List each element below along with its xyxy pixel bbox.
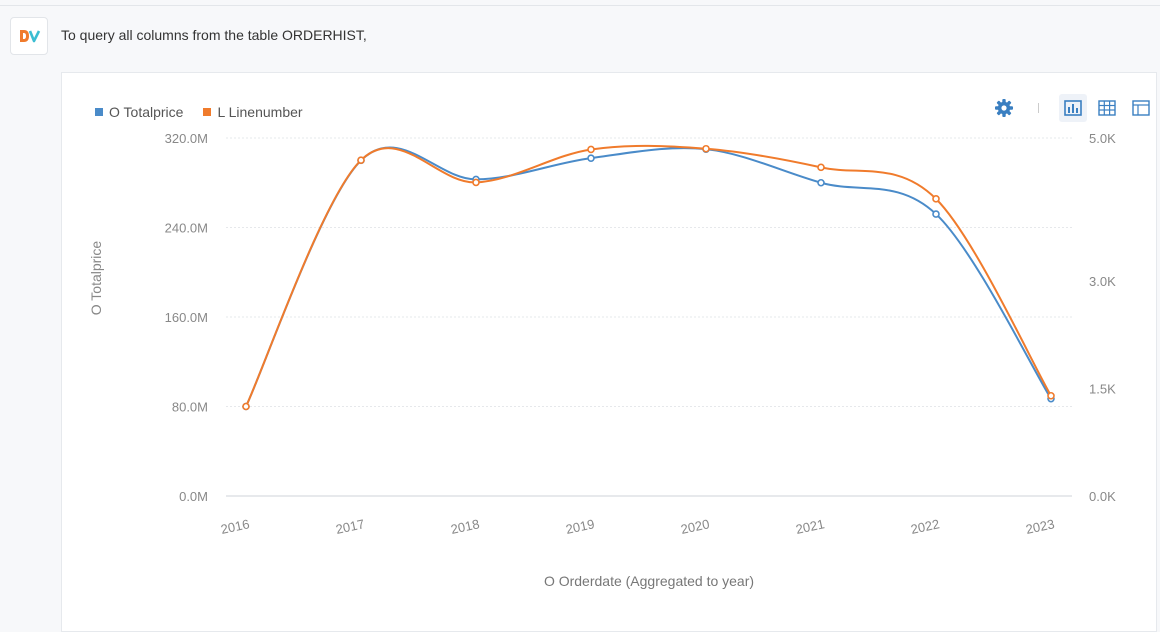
x-tick-label: 2022	[909, 516, 940, 537]
data-point-series-1	[817, 178, 825, 187]
gear-icon	[995, 99, 1013, 117]
assistant-avatar	[10, 17, 48, 55]
y-tick-label: 160.0M	[165, 310, 208, 325]
legend-swatch-series-2	[203, 108, 212, 116]
data-point-series-2	[242, 402, 250, 411]
x-tick-label: 2017	[334, 516, 365, 537]
data-point-series-2	[932, 195, 940, 203]
legend-label-series-1: O Totalprice	[109, 104, 184, 120]
toolbar-divider	[1038, 103, 1039, 113]
data-point-series-1	[587, 154, 595, 162]
dv-logo-icon	[20, 30, 41, 43]
pivot-view-button[interactable]	[1127, 94, 1155, 122]
y2-tick-label: 5.0K	[1089, 131, 1116, 146]
bar-chart-icon	[1064, 100, 1082, 116]
layout-table-icon	[1132, 100, 1150, 116]
table-view-button[interactable]	[1093, 94, 1121, 122]
y-tick-label: 0.0M	[179, 489, 208, 504]
legend-swatch-series-1	[95, 108, 103, 116]
top-divider	[0, 5, 1160, 6]
data-point-series-2	[472, 178, 480, 187]
x-tick-label: 2016	[219, 516, 250, 537]
series-line-2	[245, 144, 1052, 407]
legend-label-series-2: L Linenumber	[217, 104, 303, 120]
legend-item-series-2[interactable]: L Linenumber	[203, 104, 303, 120]
y-tick-label: 320.0M	[165, 131, 208, 146]
y-axis-title: O Totalprice	[88, 241, 104, 316]
y2-tick-label: 3.0K	[1089, 274, 1116, 289]
x-tick-label: 2021	[794, 516, 825, 537]
x-axis-title: O Orderdate (Aggregated to year)	[544, 573, 754, 589]
y-tick-label: 80.0M	[172, 400, 208, 415]
series-line-1	[245, 146, 1052, 407]
y2-tick-label: 0.0K	[1089, 489, 1116, 504]
x-tick-label: 2018	[449, 516, 480, 537]
data-point-series-2	[1047, 391, 1055, 400]
grid-table-icon	[1098, 100, 1116, 116]
legend-item-series-1[interactable]: O Totalprice	[95, 104, 183, 120]
y2-tick-label: 1.5K	[1089, 382, 1116, 397]
message-text: To query all columns from the table ORDE…	[61, 27, 367, 43]
chart-view-button[interactable]	[1059, 94, 1087, 122]
data-point-series-2	[357, 156, 365, 164]
x-tick-label: 2020	[679, 516, 710, 537]
chart-legend: O Totalprice L Linenumber	[95, 104, 303, 120]
x-tick-label: 2023	[1024, 516, 1055, 537]
settings-button[interactable]	[990, 94, 1018, 122]
y-tick-label: 240.0M	[165, 221, 208, 236]
data-point-series-2	[702, 144, 710, 153]
line-chart: 0.0M 80.0M 160.0M 240.0M 320.0M 0.0K 1.5K 3.0K 5…	[88, 131, 1116, 589]
data-point-series-2	[817, 163, 825, 172]
data-point-series-1	[932, 210, 940, 218]
data-point-series-2	[587, 145, 595, 154]
chart-toolbar	[990, 94, 1155, 122]
x-tick-label: 2019	[564, 516, 595, 537]
